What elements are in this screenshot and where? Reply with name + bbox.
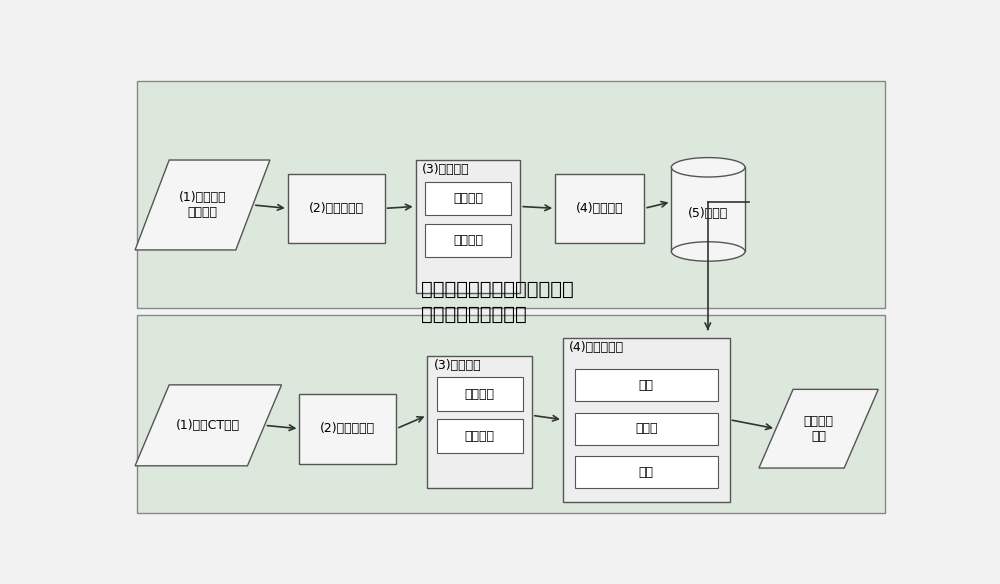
- Bar: [574, 412, 718, 445]
- Bar: [288, 173, 385, 243]
- Bar: [563, 338, 730, 502]
- Text: (3)特征提取: (3)特征提取: [422, 164, 469, 176]
- Text: (2)图像预处理: (2)图像预处理: [320, 422, 375, 435]
- Ellipse shape: [671, 158, 745, 177]
- Text: (3)特征提取: (3)特征提取: [433, 359, 481, 372]
- Text: 定制治疗
方案: 定制治疗 方案: [804, 415, 834, 443]
- Bar: [574, 456, 718, 488]
- Text: (1)肝脏影像
训练样本: (1)肝脏影像 训练样本: [179, 191, 226, 219]
- Bar: [416, 160, 520, 293]
- Text: 二、临床肝肿瘤分类: 二、临床肝肿瘤分类: [421, 305, 527, 324]
- Bar: [137, 315, 885, 513]
- Bar: [437, 377, 523, 411]
- Bar: [137, 81, 885, 308]
- Polygon shape: [135, 385, 282, 466]
- Bar: [425, 182, 511, 215]
- Text: (5)知识库: (5)知识库: [688, 207, 728, 220]
- Text: (2)图像预处理: (2)图像预处理: [309, 202, 364, 215]
- Bar: [437, 419, 523, 453]
- Bar: [427, 356, 532, 488]
- Text: 局部特征: 局部特征: [465, 430, 495, 443]
- Bar: [671, 167, 745, 252]
- Text: 一、分类器训练与知识库建立: 一、分类器训练与知识库建立: [421, 280, 573, 300]
- Text: 全局特征: 全局特征: [453, 192, 483, 205]
- Polygon shape: [759, 390, 878, 468]
- Text: 全局特征: 全局特征: [465, 388, 495, 401]
- Text: (1)腹腔CT图像: (1)腹腔CT图像: [176, 419, 240, 432]
- Bar: [299, 394, 396, 464]
- Bar: [555, 173, 644, 243]
- Ellipse shape: [671, 242, 745, 261]
- Text: 良性: 良性: [639, 378, 654, 392]
- Text: (4)肝肿瘤诊断: (4)肝肿瘤诊断: [569, 341, 624, 354]
- Bar: [574, 369, 718, 401]
- Text: 不确定: 不确定: [635, 422, 657, 435]
- Bar: [425, 224, 511, 258]
- Text: 局部特征: 局部特征: [453, 234, 483, 247]
- Text: (4)规则提取: (4)规则提取: [576, 202, 624, 215]
- Text: 恶性: 恶性: [639, 465, 654, 479]
- Polygon shape: [135, 160, 270, 250]
